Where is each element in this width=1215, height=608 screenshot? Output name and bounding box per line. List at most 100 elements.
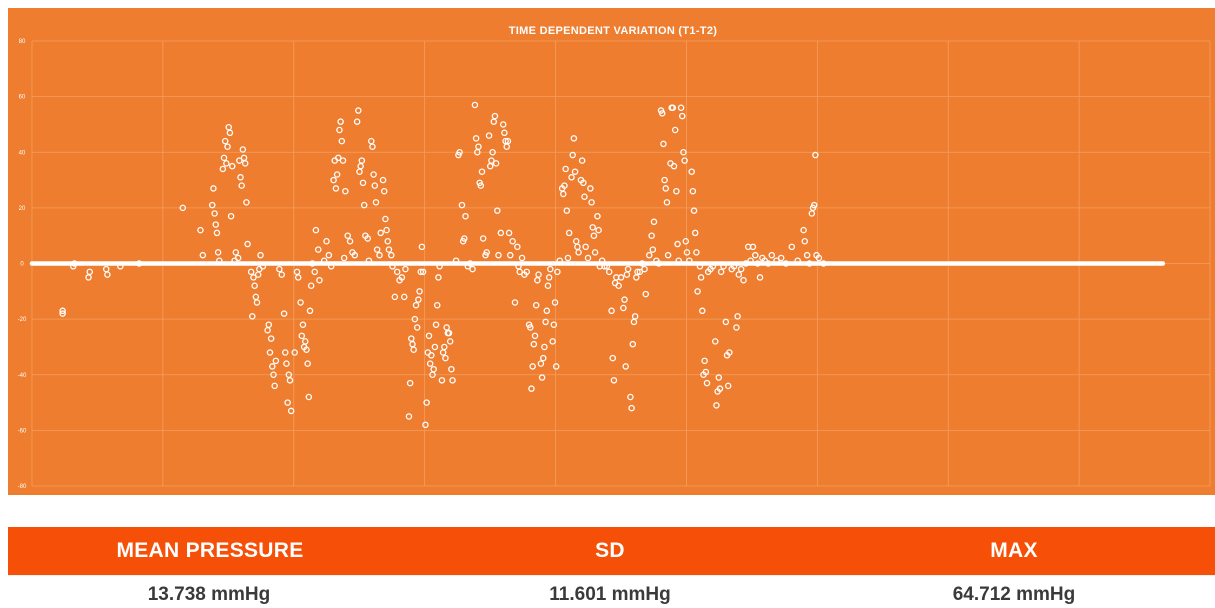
data-point bbox=[642, 290, 649, 298]
data-point bbox=[337, 118, 344, 125]
data-point bbox=[298, 332, 306, 340]
data-point bbox=[491, 112, 499, 120]
data-point bbox=[325, 251, 333, 259]
data-point bbox=[578, 157, 586, 164]
data-point bbox=[528, 385, 535, 392]
data-point bbox=[518, 254, 526, 262]
data-point bbox=[551, 299, 559, 306]
y-tick-label: -80 bbox=[18, 484, 27, 490]
data-point bbox=[426, 360, 434, 367]
data-point bbox=[316, 276, 323, 284]
data-point bbox=[220, 154, 228, 162]
data-point bbox=[494, 207, 501, 214]
data-point bbox=[509, 237, 516, 245]
data-point bbox=[569, 151, 576, 159]
data-point bbox=[478, 168, 486, 175]
data-point bbox=[581, 193, 588, 200]
data-point bbox=[430, 365, 437, 373]
data-point bbox=[601, 263, 608, 270]
data-point bbox=[309, 260, 316, 267]
data-point bbox=[333, 171, 341, 178]
data-point bbox=[634, 268, 641, 276]
data-point bbox=[225, 123, 232, 131]
y-tick-label: -20 bbox=[18, 317, 27, 323]
data-point bbox=[673, 187, 680, 195]
data-point bbox=[356, 168, 363, 175]
data-point bbox=[594, 212, 601, 220]
data-point bbox=[670, 162, 678, 170]
data-point bbox=[788, 243, 796, 251]
y-tick-label: -40 bbox=[18, 373, 27, 379]
data-point bbox=[239, 146, 247, 153]
data-point bbox=[608, 307, 615, 315]
data-point bbox=[726, 349, 733, 356]
data-point bbox=[646, 251, 653, 259]
data-point bbox=[380, 187, 388, 195]
data-point bbox=[534, 276, 541, 284]
data-point bbox=[756, 274, 764, 281]
data-point bbox=[278, 271, 285, 278]
data-point bbox=[283, 360, 290, 367]
y-axis-ticks: 80 60 40 20 0 -20 -40 -60 -80 bbox=[18, 39, 27, 490]
data-point bbox=[505, 229, 513, 237]
data-point bbox=[351, 251, 359, 259]
data-point bbox=[254, 271, 262, 278]
data-point bbox=[270, 371, 277, 378]
data-point bbox=[696, 263, 704, 270]
data-point bbox=[820, 260, 827, 267]
data-point bbox=[247, 268, 255, 276]
data-point bbox=[293, 268, 301, 276]
data-point bbox=[580, 179, 587, 187]
data-point bbox=[435, 274, 442, 281]
data-point bbox=[489, 148, 496, 156]
data-point bbox=[244, 240, 251, 248]
data-point bbox=[439, 349, 447, 356]
data-point bbox=[709, 263, 717, 270]
data-point bbox=[565, 229, 573, 237]
data-point bbox=[777, 254, 785, 262]
data-point bbox=[393, 268, 401, 276]
data-point bbox=[223, 160, 230, 167]
data-point bbox=[340, 254, 348, 262]
data-point bbox=[227, 212, 235, 220]
data-point bbox=[419, 268, 427, 276]
data-point bbox=[735, 271, 743, 278]
data-point bbox=[398, 274, 406, 281]
data-point bbox=[237, 174, 244, 181]
data-point bbox=[339, 157, 347, 164]
data-point bbox=[699, 307, 706, 315]
data-point bbox=[486, 162, 494, 170]
data-point bbox=[543, 307, 551, 315]
sd-value: 11.601 mmHg bbox=[549, 584, 671, 605]
data-point bbox=[370, 171, 377, 178]
data-point bbox=[417, 268, 424, 276]
data-point bbox=[472, 135, 480, 142]
data-point bbox=[471, 101, 479, 109]
data-point bbox=[253, 299, 261, 306]
data-point bbox=[768, 251, 776, 259]
data-point bbox=[650, 218, 658, 226]
data-point bbox=[609, 354, 617, 362]
data-point bbox=[411, 315, 419, 323]
data-point bbox=[683, 249, 691, 256]
data-point bbox=[572, 237, 580, 245]
data-point bbox=[584, 254, 592, 262]
data-point bbox=[504, 137, 512, 145]
data-point bbox=[538, 374, 546, 381]
data-point bbox=[265, 321, 273, 328]
data-point bbox=[648, 232, 655, 239]
data-point bbox=[323, 237, 330, 245]
data-point bbox=[782, 260, 790, 267]
data-point bbox=[570, 135, 578, 142]
data-point bbox=[554, 268, 561, 276]
data-point bbox=[815, 254, 823, 262]
data-point bbox=[208, 201, 216, 209]
data-point bbox=[591, 249, 599, 256]
data-point bbox=[697, 274, 705, 281]
data-point bbox=[71, 260, 78, 267]
data-point bbox=[631, 313, 639, 320]
data-point bbox=[461, 235, 468, 242]
data-point bbox=[315, 246, 322, 253]
data-point bbox=[284, 399, 291, 406]
data-point bbox=[488, 157, 495, 164]
